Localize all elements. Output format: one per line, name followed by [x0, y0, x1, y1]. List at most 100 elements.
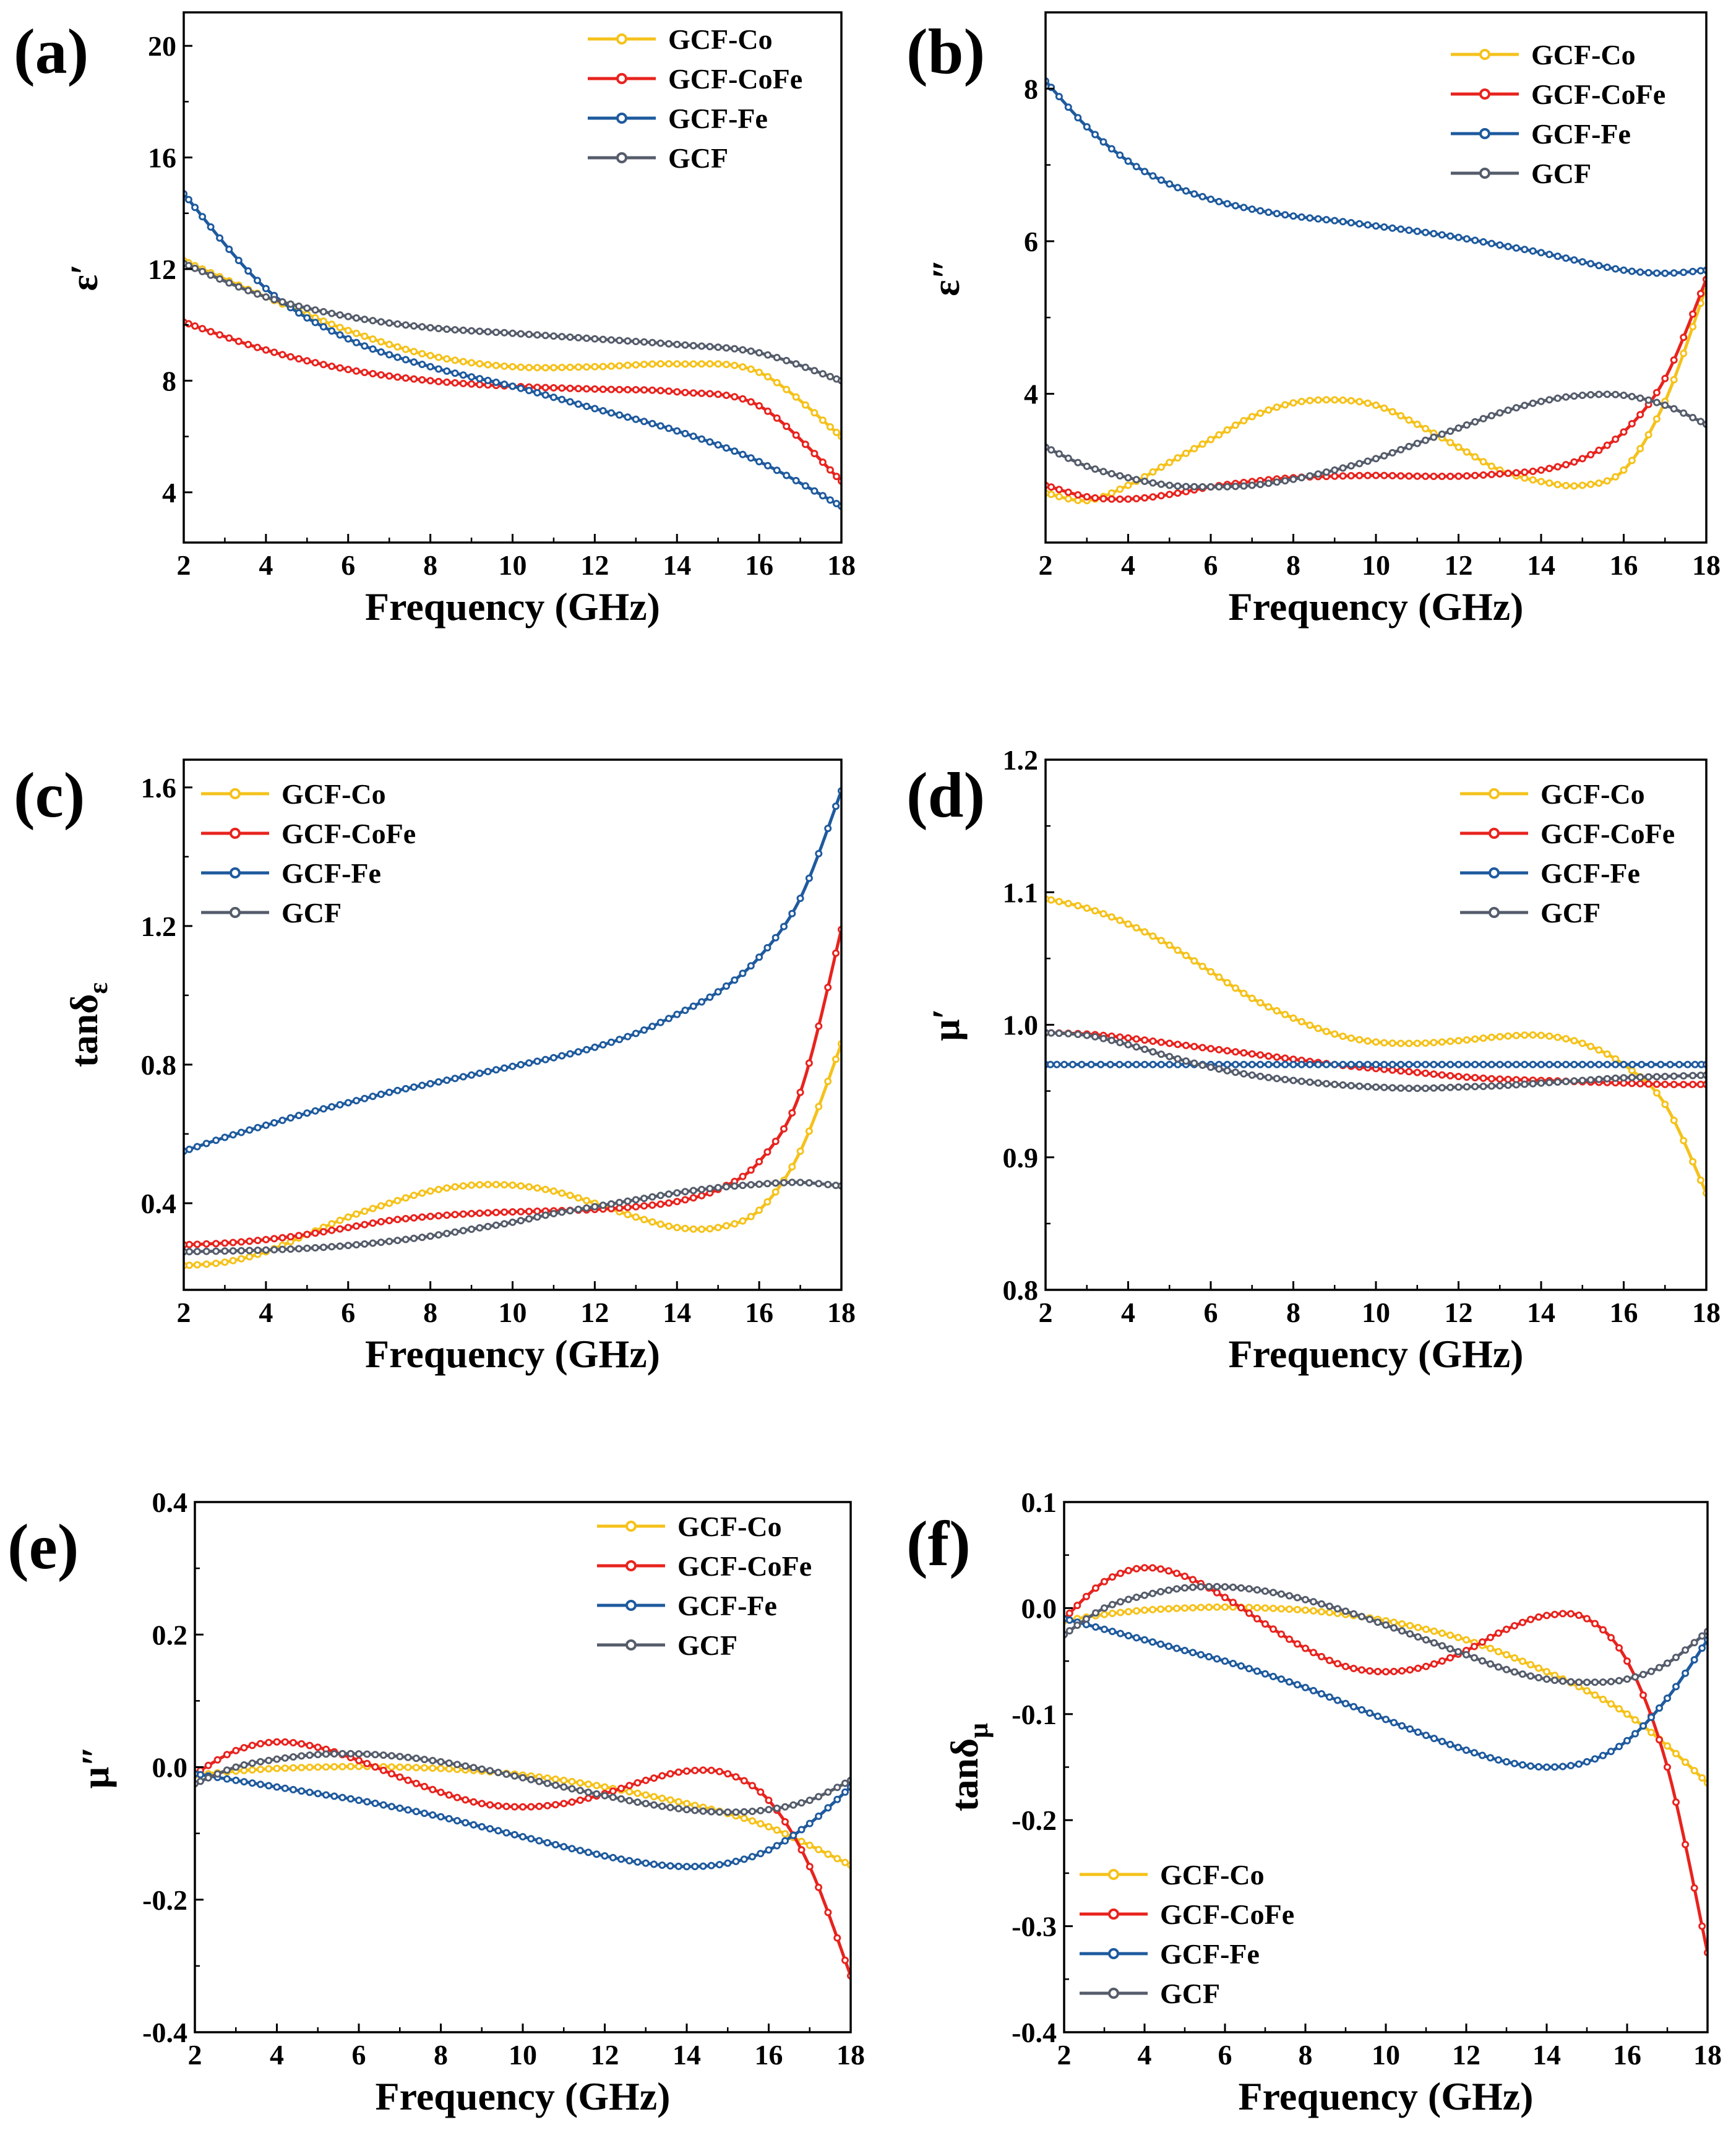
y-tick-label: -0.1: [1012, 1699, 1057, 1730]
data-point: [1545, 465, 1553, 473]
data-point: [1406, 1630, 1414, 1638]
x-tick-label: 10: [1362, 549, 1390, 581]
data-point: [1132, 1060, 1140, 1068]
data-point: [314, 1790, 322, 1798]
data-point: [1310, 1607, 1317, 1615]
data-point: [426, 1232, 434, 1240]
data-point: [1487, 1075, 1495, 1083]
data-point: [706, 1185, 714, 1193]
data-point: [773, 379, 781, 387]
data-point: [1656, 1736, 1663, 1744]
data-point: [238, 1128, 245, 1136]
data-point: [1661, 1073, 1669, 1081]
data-point: [1670, 1117, 1678, 1124]
data-point: [1278, 1590, 1285, 1598]
data-point: [273, 1738, 281, 1746]
legend-label: GCF-Fe: [677, 1590, 777, 1621]
data-point: [1074, 902, 1082, 909]
data-point: [789, 1801, 797, 1809]
data-point: [1575, 1612, 1583, 1619]
data-point: [617, 1855, 625, 1863]
data-point: [568, 1777, 576, 1785]
data-point: [229, 1247, 237, 1255]
data-point: [783, 356, 791, 364]
data-point: [1471, 1749, 1478, 1757]
data-point: [1306, 1060, 1314, 1068]
data-point: [1553, 252, 1562, 260]
data-point: [1680, 1072, 1688, 1080]
data-point: [841, 1788, 849, 1796]
data-point: [492, 1180, 500, 1188]
data-point: [1430, 473, 1438, 480]
data-point: [377, 371, 385, 379]
data-point: [608, 1200, 615, 1208]
data-point: [221, 1133, 229, 1141]
data-point: [184, 195, 192, 204]
data-point: [1471, 1654, 1478, 1662]
data-point: [286, 1114, 294, 1122]
data-point: [1253, 1615, 1261, 1623]
data-point: [1455, 233, 1463, 241]
data-point: [1124, 495, 1132, 503]
data-point: [221, 1247, 229, 1255]
data-point: [625, 1797, 634, 1805]
data-point: [1562, 1035, 1570, 1043]
data-point: [1519, 1761, 1526, 1769]
data-point: [295, 309, 303, 317]
data-point: [330, 1762, 338, 1771]
data-point: [541, 332, 549, 340]
data-point: [689, 432, 697, 440]
data-point: [1696, 267, 1704, 275]
data-point: [810, 487, 819, 495]
x-tick-label: 8: [1286, 549, 1300, 581]
data-point: [1382, 1621, 1390, 1629]
data-point: [1631, 1673, 1639, 1681]
data-point: [797, 1846, 806, 1854]
data-point: [443, 378, 451, 386]
data-point: [262, 1235, 270, 1243]
data-point: [716, 1861, 723, 1869]
data-point: [632, 1213, 640, 1221]
data-point: [319, 1228, 327, 1236]
data-point: [1141, 478, 1149, 485]
data-point: [1603, 441, 1611, 449]
data-point: [1551, 1676, 1558, 1685]
data-point: [1405, 1068, 1413, 1076]
data-point: [1107, 489, 1115, 497]
data-point: [1125, 1632, 1132, 1639]
data-point: [404, 1776, 412, 1784]
data-point: [805, 1059, 813, 1067]
data-point: [1124, 157, 1132, 165]
data-point: [1495, 1629, 1502, 1637]
data-point: [765, 1806, 773, 1814]
data-point: [1232, 1060, 1239, 1068]
data-point: [1496, 470, 1504, 478]
data-point: [1696, 1176, 1704, 1184]
data-point: [1680, 409, 1688, 417]
data-point: [1273, 1007, 1281, 1015]
data-point: [796, 1147, 804, 1155]
data-point: [689, 1002, 697, 1010]
series-line-gcf-co: [184, 1043, 841, 1268]
data-point: [393, 373, 402, 381]
data-point: [558, 1208, 566, 1216]
data-point: [1591, 1620, 1599, 1628]
data-point: [747, 398, 755, 406]
legend-item-gcf: GCF: [588, 142, 728, 174]
data-point: [1529, 476, 1537, 484]
data-point: [1405, 472, 1413, 480]
data-point: [1124, 481, 1132, 489]
data-point: [492, 1208, 500, 1216]
data-point: [1197, 1604, 1205, 1612]
data-point: [788, 909, 796, 917]
series-markers-gcf: [184, 1178, 841, 1256]
data-point: [1689, 1081, 1697, 1088]
data-point: [1413, 472, 1421, 480]
data-point: [683, 1863, 690, 1871]
data-point: [1463, 421, 1471, 429]
x-tick-label: 2: [177, 549, 191, 581]
data-point: [1165, 1586, 1172, 1594]
y-axis-title: tanδμ: [944, 1723, 994, 1811]
data-point: [1331, 396, 1339, 404]
y-tick-label: -0.3: [1012, 1911, 1057, 1943]
